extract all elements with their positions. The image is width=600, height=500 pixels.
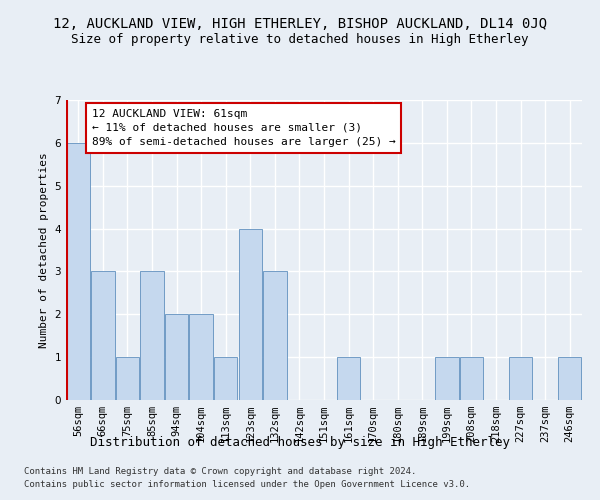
Bar (140, 272, 164, 400)
Bar (509, 357, 532, 400)
Y-axis label: Number of detached properties: Number of detached properties (39, 152, 49, 348)
Bar (558, 357, 581, 400)
Bar (67, 143, 90, 400)
Bar (337, 357, 360, 400)
Text: Contains public sector information licensed under the Open Government Licence v3: Contains public sector information licen… (24, 480, 470, 489)
Bar (165, 314, 188, 400)
Bar (460, 357, 483, 400)
Bar (239, 228, 262, 400)
Text: Contains HM Land Registry data © Crown copyright and database right 2024.: Contains HM Land Registry data © Crown c… (24, 467, 416, 476)
Bar (116, 357, 139, 400)
Text: 12 AUCKLAND VIEW: 61sqm
← 11% of detached houses are smaller (3)
89% of semi-det: 12 AUCKLAND VIEW: 61sqm ← 11% of detache… (92, 109, 395, 147)
Bar (435, 357, 458, 400)
Bar (214, 357, 238, 400)
Bar (263, 272, 287, 400)
Text: Size of property relative to detached houses in High Etherley: Size of property relative to detached ho… (71, 32, 529, 46)
Text: Distribution of detached houses by size in High Etherley: Distribution of detached houses by size … (90, 436, 510, 449)
Bar (190, 314, 213, 400)
Bar (91, 272, 115, 400)
Text: 12, AUCKLAND VIEW, HIGH ETHERLEY, BISHOP AUCKLAND, DL14 0JQ: 12, AUCKLAND VIEW, HIGH ETHERLEY, BISHOP… (53, 18, 547, 32)
